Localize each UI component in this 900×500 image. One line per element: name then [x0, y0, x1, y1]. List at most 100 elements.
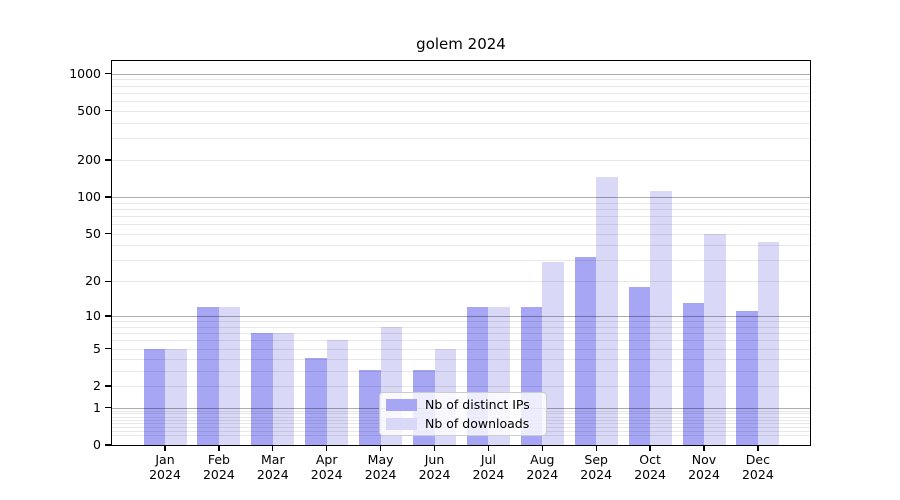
y-tick-label: 1000 — [69, 65, 101, 81]
legend-label-distinct-ips: Nb of distinct IPs — [425, 397, 530, 412]
x-tick-mark — [595, 445, 597, 451]
y-tick-label: 2 — [93, 377, 101, 393]
x-tick-mark — [757, 445, 759, 451]
x-tick-month: Nov — [691, 452, 717, 467]
x-tick-month: May — [367, 452, 394, 467]
bar-distinct-ips — [251, 333, 273, 445]
bar-downloads — [704, 233, 726, 445]
bar-downloads — [272, 333, 295, 445]
x-tick-month: Mar — [261, 452, 285, 467]
gridline-minor — [112, 159, 810, 161]
x-tick-label: Sep 2024 — [564, 452, 628, 482]
gridline-minor — [112, 224, 810, 225]
x-tick-year: 2024 — [310, 466, 343, 482]
x-tick-month: Jan — [155, 452, 175, 467]
x-tick-mark — [379, 445, 382, 451]
x-tick-mark — [164, 445, 166, 451]
y-tick-label: 100 — [77, 188, 101, 204]
x-tick-year: 2024 — [688, 466, 720, 482]
bar-downloads — [650, 190, 672, 445]
x-tick-month: Feb — [207, 452, 230, 467]
gridline-major — [112, 73, 810, 75]
bar-downloads — [326, 340, 349, 445]
x-tick-label: Mar 2024 — [241, 452, 305, 482]
x-tick-label: Dec 2024 — [726, 452, 790, 482]
legend-swatch-downloads — [386, 417, 417, 430]
gridline-minor — [112, 122, 810, 124]
x-tick-mark — [272, 445, 274, 451]
y-tick-mark — [105, 196, 111, 198]
x-tick-year: 2024 — [634, 466, 666, 482]
x-tick-year: 2024 — [418, 466, 451, 482]
gridline-minor — [112, 202, 810, 204]
gridline-minor — [112, 215, 810, 217]
x-tick-year: 2024 — [472, 466, 505, 482]
x-tick-mark — [487, 445, 490, 451]
gridline-minor — [112, 110, 810, 112]
legend-swatch-distinct-ips — [386, 398, 417, 411]
y-tick-mark — [105, 348, 111, 350]
y-tick-mark — [105, 315, 111, 317]
bar-downloads — [596, 177, 618, 445]
y-tick-mark — [105, 159, 111, 161]
bar-distinct-ips — [682, 303, 704, 445]
y-tick-mark — [105, 110, 111, 112]
y-tick-label: 50 — [85, 225, 101, 241]
x-tick-month: Dec — [745, 452, 770, 467]
x-tick-mark — [326, 445, 328, 451]
gridline-minor — [112, 85, 810, 87]
bar-downloads — [542, 262, 564, 445]
x-tick-year: 2024 — [256, 466, 289, 482]
legend-label-downloads: Nb of downloads — [425, 416, 530, 431]
bar-downloads — [218, 307, 241, 445]
x-tick-month: Oct — [639, 452, 661, 467]
x-tick-label: Jun 2024 — [403, 452, 467, 482]
bar-distinct-ips — [143, 348, 165, 445]
x-tick-month: Aug — [530, 452, 555, 467]
y-tick-label: 5 — [93, 340, 101, 356]
x-tick-month: Sep — [584, 452, 608, 467]
x-tick-year: 2024 — [149, 466, 181, 482]
x-tick-label: Apr 2024 — [295, 452, 359, 482]
bar-downloads — [165, 348, 187, 445]
bar-distinct-ips — [359, 370, 381, 445]
y-tick-label: 20 — [85, 273, 101, 289]
x-tick-mark — [541, 445, 543, 451]
x-tick-label: May 2024 — [349, 452, 413, 482]
x-tick-label: Feb 2024 — [187, 452, 251, 482]
y-tick-mark — [105, 280, 111, 282]
legend-item-downloads: Nb of downloads — [386, 416, 540, 431]
y-tick-mark — [105, 444, 111, 446]
gridline-minor — [112, 92, 810, 94]
y-tick-mark — [105, 232, 111, 235]
x-tick-label: Oct 2024 — [618, 452, 682, 482]
x-tick-label: Aug 2024 — [510, 452, 574, 482]
x-tick-label: Jan 2024 — [133, 452, 197, 482]
x-tick-year: 2024 — [364, 466, 397, 482]
chart-title: golem 2024 — [416, 35, 506, 53]
y-tick-label: 500 — [77, 102, 101, 118]
x-tick-mark — [218, 445, 220, 451]
y-tick-label: 1 — [93, 399, 101, 415]
gridline-minor — [112, 101, 810, 102]
bar-distinct-ips — [197, 307, 219, 445]
plot-area — [111, 60, 811, 446]
bar-distinct-ips — [305, 358, 327, 445]
x-tick-year: 2024 — [580, 466, 613, 482]
x-tick-month: Apr — [315, 452, 338, 467]
x-tick-mark — [703, 445, 705, 451]
gridline-minor — [112, 79, 810, 81]
x-tick-year: 2024 — [202, 466, 235, 482]
gridline-minor — [112, 208, 810, 210]
bar-distinct-ips — [736, 311, 758, 445]
gridline-major — [112, 196, 810, 198]
x-tick-mark — [433, 445, 436, 451]
bar-distinct-ips — [574, 257, 597, 445]
gridline-minor — [112, 138, 810, 140]
legend-item-distinct-ips: Nb of distinct IPs — [386, 397, 540, 412]
x-tick-label: Jul 2024 — [456, 452, 520, 482]
legend: Nb of distinct IPs Nb of downloads — [379, 392, 547, 436]
y-tick-mark — [105, 385, 111, 387]
x-tick-month: Jun — [424, 452, 445, 467]
